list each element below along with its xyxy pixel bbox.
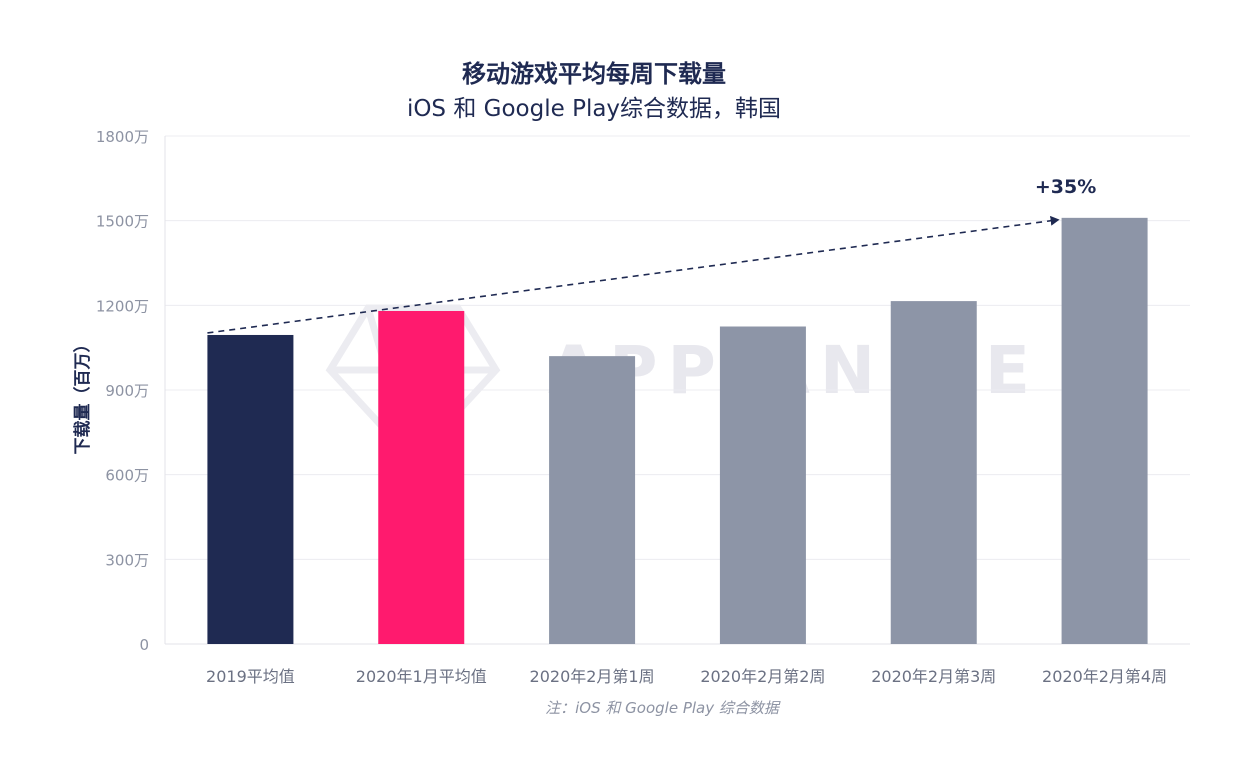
- bar-1: [207, 334, 294, 644]
- x-tick-label: 2019平均值: [206, 667, 295, 686]
- bars: [207, 217, 1148, 644]
- bar-4: [719, 326, 806, 644]
- y-tick-label: 900万: [105, 382, 149, 400]
- x-tick-label: 2020年1月平均值: [356, 667, 487, 686]
- chart-subtitle: iOS 和 Google Play综合数据，韩国: [407, 96, 781, 122]
- y-tick-label: 1500万: [96, 213, 149, 231]
- y-tick-label: 600万: [105, 467, 149, 485]
- x-tick-label: 2020年2月第3周: [871, 667, 996, 686]
- bar-2: [378, 310, 465, 644]
- x-tick-label: 2020年2月第2周: [700, 667, 825, 686]
- y-axis-label: 下载量（百万）: [72, 336, 93, 455]
- x-tick-label: 2020年2月第4周: [1042, 667, 1167, 686]
- y-tick-label: 300万: [105, 551, 149, 569]
- y-tick-label: 1800万: [96, 128, 149, 146]
- source-note: 注：iOS 和 Google Play 综合数据: [545, 699, 781, 717]
- bar-5: [890, 301, 977, 644]
- growth-annotation: +35%: [1035, 176, 1096, 198]
- x-axis-ticks: 2019平均值 2020年1月平均值 2020年2月第1周 2020年2月第2周 202…: [206, 667, 1167, 686]
- x-tick-label: 2020年2月第1周: [530, 667, 655, 686]
- y-tick-label: 0: [139, 636, 149, 654]
- chart-title: 移动游戏平均每周下载量: [462, 60, 726, 88]
- bar-6: [1061, 217, 1148, 644]
- y-axis-ticks: 0 300万 600万 900万 1200万 1500万 1800万: [96, 128, 149, 654]
- y-tick-label: 1200万: [96, 297, 149, 315]
- grid-lines: [165, 135, 1190, 560]
- bar-3: [549, 356, 636, 644]
